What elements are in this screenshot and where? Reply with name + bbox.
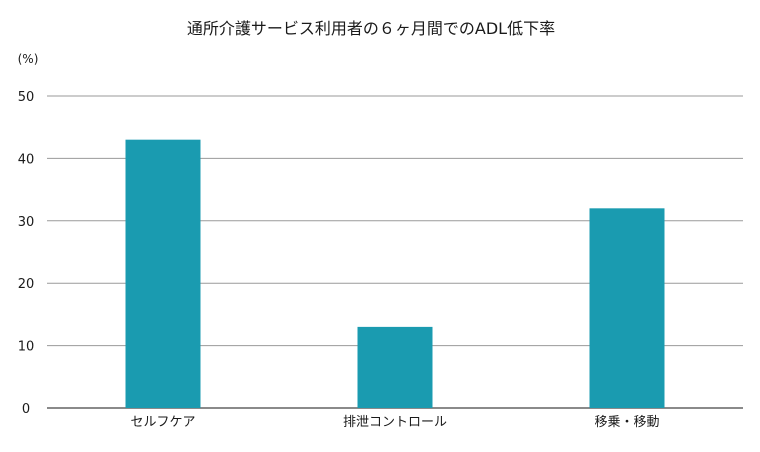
y-tick-label: 0 xyxy=(22,402,30,417)
bars xyxy=(125,139,665,408)
y-tick-label: 30 xyxy=(18,215,35,230)
bar-3 xyxy=(589,208,665,408)
y-tick-label: 40 xyxy=(18,152,35,167)
x-tick-label: 移乗・移動 xyxy=(594,415,659,430)
x-axis-tick-labels: セルフケア 排泄コントロール 移乗・移動 xyxy=(130,415,659,430)
chart-title: 通所介護サービス利用者の６ヶ月間でのADL低下率 xyxy=(187,19,555,38)
y-tick-label: 50 xyxy=(18,90,35,105)
bar-1 xyxy=(125,139,201,408)
y-tick-label: 20 xyxy=(18,277,35,292)
y-axis-tick-labels: 0 10 20 30 40 50 xyxy=(18,90,35,417)
bar-2 xyxy=(357,326,433,408)
x-tick-label: セルフケア xyxy=(130,415,195,430)
x-tick-label: 排泄コントロール xyxy=(343,415,447,430)
y-axis-unit-label: (%) xyxy=(18,52,39,66)
y-tick-label: 10 xyxy=(18,340,35,355)
